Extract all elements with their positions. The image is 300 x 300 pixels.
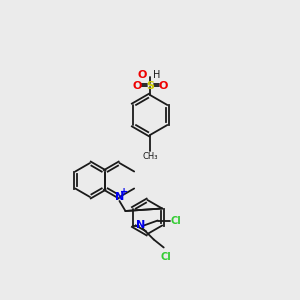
Text: O: O: [132, 81, 142, 91]
Text: S: S: [146, 81, 154, 91]
Text: O: O: [158, 81, 168, 91]
Text: N: N: [115, 192, 124, 202]
Text: Cl: Cl: [160, 253, 171, 262]
Text: H: H: [153, 70, 160, 80]
Text: CH₃: CH₃: [142, 152, 158, 161]
Text: N: N: [136, 220, 145, 230]
Text: +: +: [120, 187, 128, 197]
Text: O: O: [138, 70, 147, 80]
Text: Cl: Cl: [170, 215, 181, 226]
